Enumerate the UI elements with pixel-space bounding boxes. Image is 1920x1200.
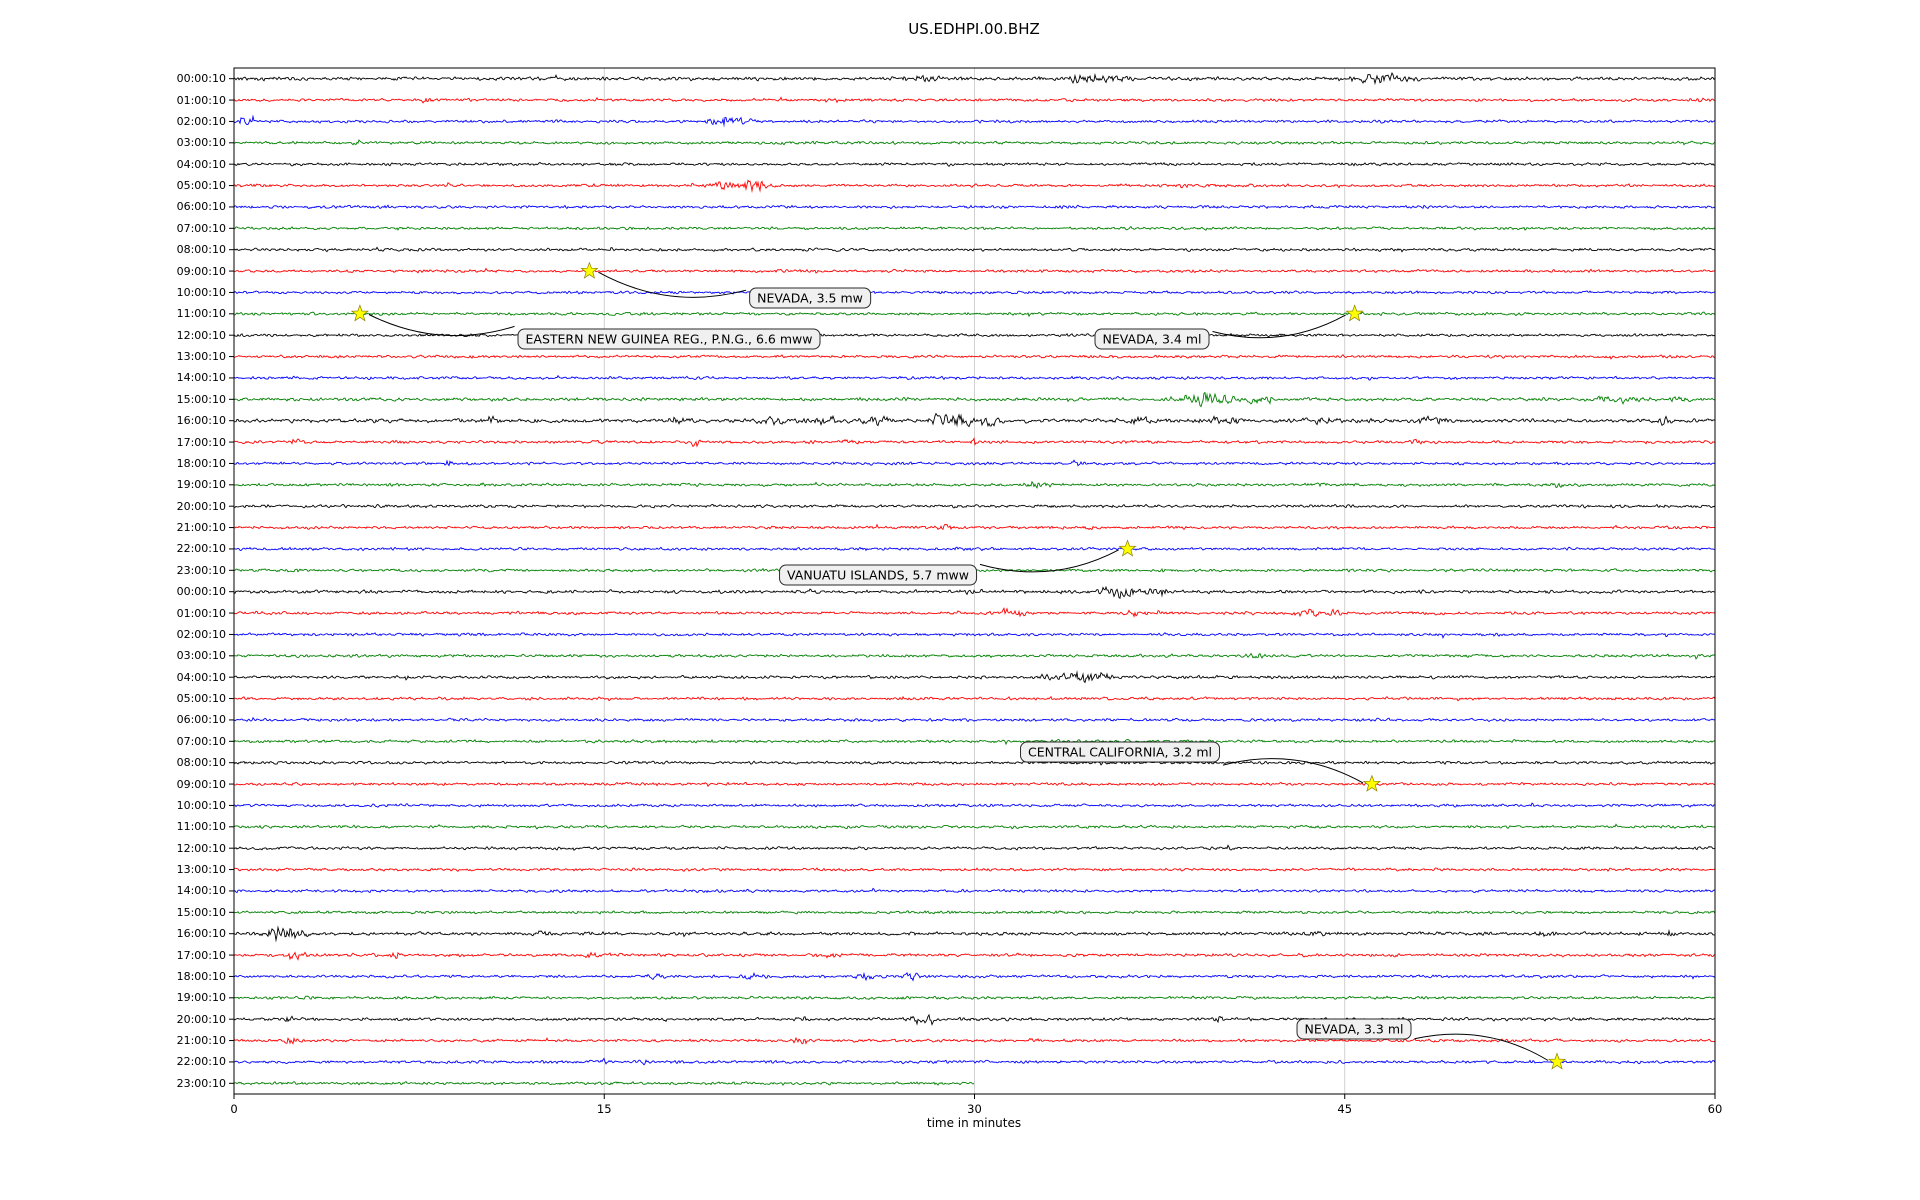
x-tick-label: 30 xyxy=(967,1102,982,1116)
y-tick-label: 22:00:10 xyxy=(176,542,226,556)
event-label: VANUATU ISLANDS, 5.7 mww xyxy=(779,564,977,586)
x-tick-label: 45 xyxy=(1337,1102,1353,1116)
y-tick-label: 00:00:10 xyxy=(176,72,226,86)
y-tick-label: 20:00:10 xyxy=(176,499,226,513)
y-tick-label: 01:00:10 xyxy=(176,606,226,620)
y-tick-label: 08:00:10 xyxy=(176,756,226,770)
y-tick-label: 09:00:10 xyxy=(176,264,226,278)
y-tick-label: 10:00:10 xyxy=(176,285,226,299)
y-tick-label: 18:00:10 xyxy=(176,456,226,470)
event-label: EASTERN NEW GUINEA REG., P.N.G., 6.6 mww xyxy=(517,328,821,350)
y-tick-label: 07:00:10 xyxy=(176,734,226,748)
y-tick-label: 11:00:10 xyxy=(176,307,226,321)
x-axis-title: time in minutes xyxy=(926,1116,1022,1130)
y-tick-label: 06:00:10 xyxy=(176,200,226,214)
y-tick-label: 07:00:10 xyxy=(176,221,226,235)
y-tick-label: 16:00:10 xyxy=(176,927,226,941)
y-tick-label: 19:00:10 xyxy=(176,991,226,1005)
y-tick-label: 03:00:10 xyxy=(176,136,226,150)
event-label: NEVADA, 3.4 ml xyxy=(1094,328,1210,350)
y-tick-label: 14:00:10 xyxy=(176,371,226,385)
y-tick-label: 17:00:10 xyxy=(176,948,226,962)
x-tick-label: 0 xyxy=(230,1102,238,1116)
y-tick-label: 02:00:10 xyxy=(176,114,226,128)
event-label: CENTRAL CALIFORNIA, 3.2 ml xyxy=(1020,741,1220,763)
event-label: NEVADA, 3.5 mw xyxy=(749,287,871,309)
chart-title: US.EDHPI.00.BHZ xyxy=(908,20,1040,38)
y-tick-label: 23:00:10 xyxy=(176,563,226,577)
y-tick-label: 04:00:10 xyxy=(176,157,226,171)
y-tick-label: 11:00:10 xyxy=(176,820,226,834)
y-tick-label: 21:00:10 xyxy=(176,521,226,535)
y-tick-label: 00:00:10 xyxy=(176,585,226,599)
y-tick-label: 06:00:10 xyxy=(176,713,226,727)
x-tick-label: 60 xyxy=(1707,1102,1723,1116)
y-tick-label: 23:00:10 xyxy=(176,1076,226,1090)
y-tick-label: 19:00:10 xyxy=(176,478,226,492)
y-tick-label: 14:00:10 xyxy=(176,884,226,898)
y-tick-label: 20:00:10 xyxy=(176,1012,226,1026)
y-tick-label: 16:00:10 xyxy=(176,414,226,428)
y-tick-label: 21:00:10 xyxy=(176,1034,226,1048)
y-tick-label: 12:00:10 xyxy=(176,328,226,342)
y-tick-label: 15:00:10 xyxy=(176,392,226,406)
y-tick-label: 10:00:10 xyxy=(176,798,226,812)
y-tick-label: 15:00:10 xyxy=(176,905,226,919)
y-tick-label: 01:00:10 xyxy=(176,93,226,107)
y-tick-label: 18:00:10 xyxy=(176,969,226,983)
y-tick-label: 22:00:10 xyxy=(176,1055,226,1069)
y-tick-label: 05:00:10 xyxy=(176,692,226,706)
event-label: NEVADA, 3.3 ml xyxy=(1296,1018,1412,1040)
x-tick-label: 15 xyxy=(596,1102,612,1116)
y-tick-label: 13:00:10 xyxy=(176,350,226,364)
y-tick-label: 09:00:10 xyxy=(176,777,226,791)
y-tick-label: 13:00:10 xyxy=(176,863,226,877)
y-tick-label: 02:00:10 xyxy=(176,627,226,641)
y-tick-label: 12:00:10 xyxy=(176,841,226,855)
y-tick-label: 04:00:10 xyxy=(176,670,226,684)
y-tick-label: 05:00:10 xyxy=(176,179,226,193)
y-tick-label: 08:00:10 xyxy=(176,243,226,257)
y-tick-label: 03:00:10 xyxy=(176,649,226,663)
y-tick-label: 17:00:10 xyxy=(176,435,226,449)
